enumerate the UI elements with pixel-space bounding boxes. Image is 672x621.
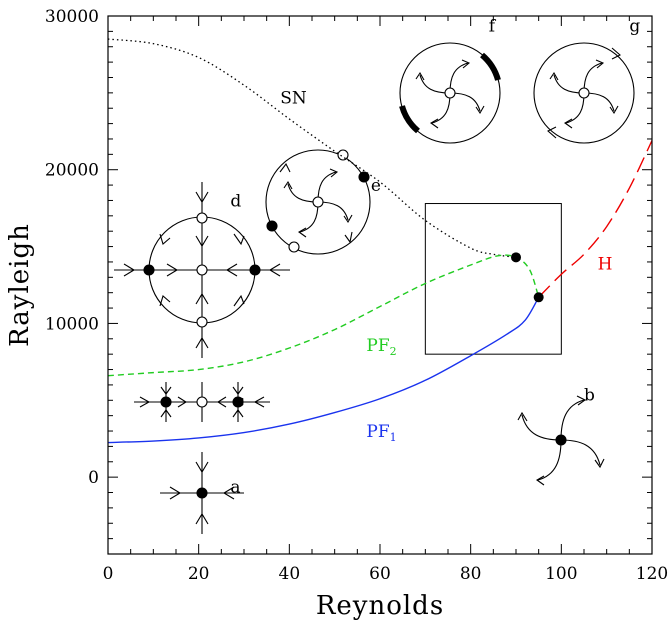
curves-layer <box>108 38 652 444</box>
series-label-1: SN <box>280 89 307 109</box>
y-tick-label: 10000 <box>45 314 99 334</box>
portrait-c <box>134 382 270 422</box>
x-tick-label: 60 <box>369 564 391 584</box>
series-line-4 <box>538 140 652 298</box>
y-tick-label: 0 <box>88 468 99 488</box>
x-tick-label: 40 <box>279 564 301 584</box>
x-tick-label: 100 <box>545 564 577 584</box>
panel-letter-a: a <box>230 478 240 498</box>
y-tick-label: 30000 <box>45 7 99 27</box>
panel-letter-d: d <box>230 192 241 212</box>
axis-ticks <box>107 15 653 555</box>
portrait-d <box>114 182 290 358</box>
curve-labels-layer: SN PF2 PF1 H <box>280 89 612 445</box>
x-tick-label: 120 <box>636 564 668 584</box>
panel-letters-layer: a b c d e f g <box>230 16 640 497</box>
portrait-e <box>265 149 371 255</box>
portrait-g <box>533 42 635 144</box>
panel-letter-e: e <box>371 176 381 196</box>
phase-portrait-sketches <box>114 42 635 534</box>
panel-letter-f: f <box>489 16 497 36</box>
tick-labels-layer: 0 20 40 60 80 100 120 0 10000 20000 30000 <box>45 7 668 584</box>
panel-letter-b: b <box>584 385 595 405</box>
series-label-3: PF1 <box>366 422 396 444</box>
series-label-2: PF2 <box>366 336 396 358</box>
y-tick-label: 20000 <box>45 161 99 181</box>
portrait-a <box>160 452 244 534</box>
panel-letter-g: g <box>629 16 640 36</box>
series-label-4: H <box>598 255 613 275</box>
bifurcation-point <box>533 292 544 303</box>
y-axis-title: Rayleigh <box>5 223 35 347</box>
series-line-3 <box>108 296 540 444</box>
plot-frame <box>107 15 653 555</box>
portrait-f <box>399 42 501 144</box>
x-axis-title: Reynolds <box>316 591 444 621</box>
inset-box <box>424 203 562 355</box>
x-tick-label: 20 <box>188 564 210 584</box>
markers-layer <box>511 252 544 303</box>
x-tick-label: 80 <box>460 564 482 584</box>
x-tick-label: 0 <box>103 564 114 584</box>
portrait-b <box>517 395 605 486</box>
panel-letter-c: c <box>235 391 245 411</box>
bifurcation-point <box>511 252 521 263</box>
